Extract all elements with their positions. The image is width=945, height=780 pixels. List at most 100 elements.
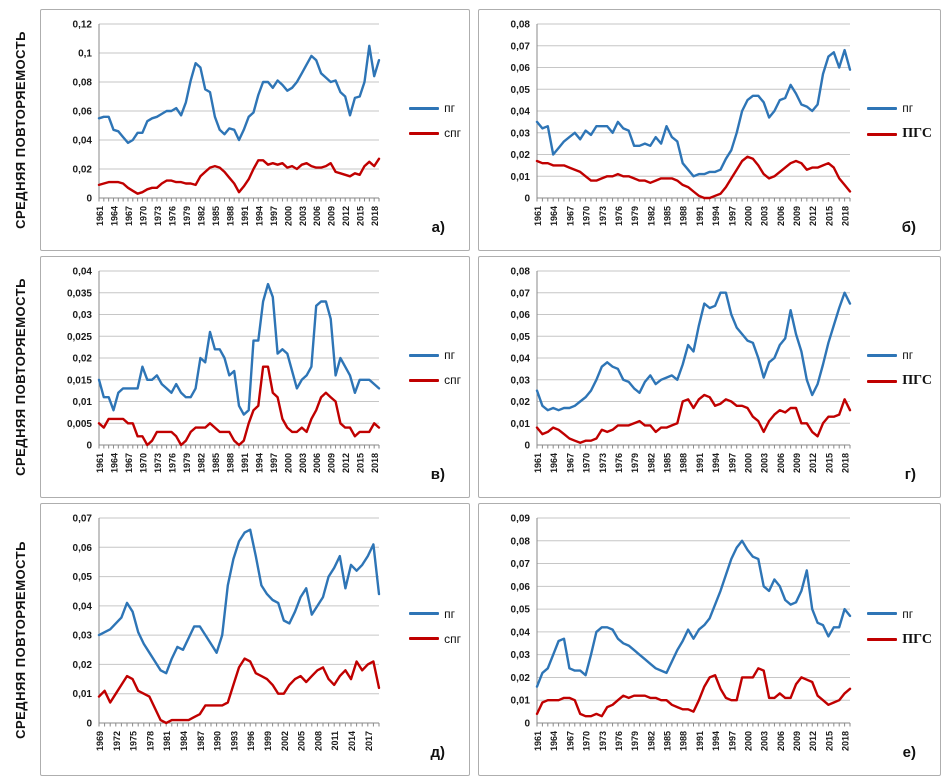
svg-text:0,06: 0,06: [511, 63, 531, 74]
svg-text:0,02: 0,02: [73, 354, 93, 365]
svg-text:0,005: 0,005: [67, 419, 92, 430]
svg-text:1997: 1997: [727, 453, 737, 473]
legend-entry-pg: пг: [867, 101, 932, 115]
svg-text:1961: 1961: [533, 453, 543, 473]
line-chart-a: 0 0,02 0,04 0,06 0,08 0,1 0,12 1961 1964 1967 1970…: [73, 20, 381, 226]
svg-text:1964: 1964: [549, 731, 559, 751]
svg-text:1970: 1970: [582, 453, 592, 473]
y-axis-title: СРЕДНЯЯ ПОВТОРЯЕМОСТЬ: [2, 9, 38, 251]
svg-text:0,07: 0,07: [511, 559, 531, 570]
svg-text:2003: 2003: [298, 206, 308, 226]
legend: пг спг: [409, 607, 461, 646]
svg-text:1985: 1985: [663, 206, 673, 226]
svg-text:0,04: 0,04: [73, 601, 93, 612]
svg-text:1961: 1961: [95, 206, 105, 226]
line-chart-b: 0 0,01 0,02 0,03 0,04 0,05 0,06 0,07 0,08 1961 196…: [511, 20, 852, 226]
pgs-line-swatch: [867, 379, 898, 383]
svg-text:0,04: 0,04: [511, 107, 531, 118]
svg-text:1988: 1988: [225, 453, 235, 473]
svg-text:0,05: 0,05: [73, 572, 93, 583]
svg-text:1979: 1979: [182, 453, 192, 473]
panel-label-b: б): [901, 219, 916, 236]
legend-entry-pgs: ПГС: [867, 373, 932, 389]
svg-text:1967: 1967: [565, 731, 575, 751]
svg-text:2015: 2015: [356, 453, 366, 473]
legend: пг ПГС: [867, 607, 932, 648]
svg-text:0,02: 0,02: [73, 660, 93, 671]
svg-text:1993: 1993: [229, 731, 239, 751]
svg-text:1973: 1973: [598, 453, 608, 473]
svg-text:0,015: 0,015: [67, 375, 92, 386]
svg-text:2009: 2009: [792, 731, 802, 751]
svg-text:0: 0: [524, 194, 530, 205]
line-chart-e: 0 0,01 0,02 0,03 0,04 0,05 0,06 0,07 0,08 0,09 196…: [511, 514, 852, 751]
legend-entry-spg: спг: [409, 632, 461, 646]
panel-label-g: г): [904, 466, 916, 483]
svg-text:1997: 1997: [727, 731, 737, 751]
svg-text:1982: 1982: [646, 206, 656, 226]
svg-text:1985: 1985: [211, 453, 221, 473]
legend-label-pg: пг: [444, 606, 455, 621]
svg-text:0: 0: [86, 441, 92, 452]
svg-text:0,05: 0,05: [511, 332, 531, 343]
svg-text:2015: 2015: [356, 206, 366, 226]
svg-text:1967: 1967: [565, 453, 575, 473]
pg-line-swatch: [409, 106, 440, 110]
svg-text:0,03: 0,03: [73, 310, 93, 321]
legend-label-pg: пг: [444, 101, 455, 116]
legend-label-pg: пг: [902, 606, 914, 621]
svg-text:1973: 1973: [153, 206, 163, 226]
svg-text:1969: 1969: [95, 731, 105, 751]
svg-text:0,04: 0,04: [511, 354, 531, 365]
svg-text:1997: 1997: [269, 206, 279, 226]
svg-text:2003: 2003: [760, 731, 770, 751]
legend-label-spg: спг: [444, 631, 461, 646]
svg-text:2000: 2000: [743, 453, 753, 473]
svg-text:1988: 1988: [679, 453, 689, 473]
svg-text:1961: 1961: [533, 206, 543, 226]
pgs-line-swatch: [867, 132, 898, 136]
svg-text:0,08: 0,08: [511, 536, 531, 547]
svg-text:2011: 2011: [330, 731, 340, 751]
svg-text:0: 0: [86, 194, 92, 205]
svg-text:1976: 1976: [167, 206, 177, 226]
svg-text:0,06: 0,06: [511, 582, 531, 593]
svg-text:1979: 1979: [630, 453, 640, 473]
legend: пг ПГС: [867, 101, 932, 142]
line-chart-g: 0 0,01 0,02 0,03 0,04 0,05 0,06 0,07 0,08 1961 196…: [511, 267, 852, 473]
svg-text:1985: 1985: [211, 206, 221, 226]
spg-line-swatch: [409, 637, 440, 641]
svg-text:1978: 1978: [145, 731, 155, 751]
svg-text:2012: 2012: [808, 453, 818, 473]
svg-text:1985: 1985: [663, 453, 673, 473]
svg-text:0,01: 0,01: [511, 696, 531, 707]
svg-text:2003: 2003: [298, 453, 308, 473]
legend-label-pgs: ПГС: [902, 631, 932, 647]
svg-text:2005: 2005: [297, 731, 307, 751]
chart-row-1: СРЕДНЯЯ ПОВТОРЯЕМОСТЬ 0 0,02 0,04 0,06 0,08 0…: [0, 9, 945, 251]
svg-text:0,035: 0,035: [67, 288, 92, 299]
svg-text:1970: 1970: [582, 206, 592, 226]
legend-entry-pg: пг: [409, 607, 461, 621]
panel-label-e: е): [902, 744, 916, 761]
svg-text:1991: 1991: [695, 206, 705, 226]
svg-text:0,03: 0,03: [73, 631, 93, 642]
legend: пг ПГС: [867, 348, 932, 389]
legend-entry-pg: пг: [409, 348, 461, 362]
svg-text:2000: 2000: [283, 206, 293, 226]
svg-text:0,07: 0,07: [73, 514, 93, 525]
legend-entry-pgs: ПГС: [867, 632, 932, 648]
svg-text:0,01: 0,01: [73, 689, 93, 700]
svg-text:1979: 1979: [630, 206, 640, 226]
legend-entry-spg: спг: [409, 373, 461, 387]
svg-text:0,05: 0,05: [511, 605, 531, 616]
legend-label-pgs: ПГС: [902, 126, 932, 142]
svg-text:0: 0: [524, 719, 530, 730]
svg-text:1985: 1985: [663, 731, 673, 751]
legend: пг спг: [409, 348, 461, 387]
svg-text:0,02: 0,02: [73, 165, 93, 176]
pg-line-swatch: [409, 612, 440, 616]
svg-text:1994: 1994: [254, 453, 264, 473]
svg-text:2002: 2002: [280, 731, 290, 751]
svg-text:2014: 2014: [347, 731, 357, 751]
